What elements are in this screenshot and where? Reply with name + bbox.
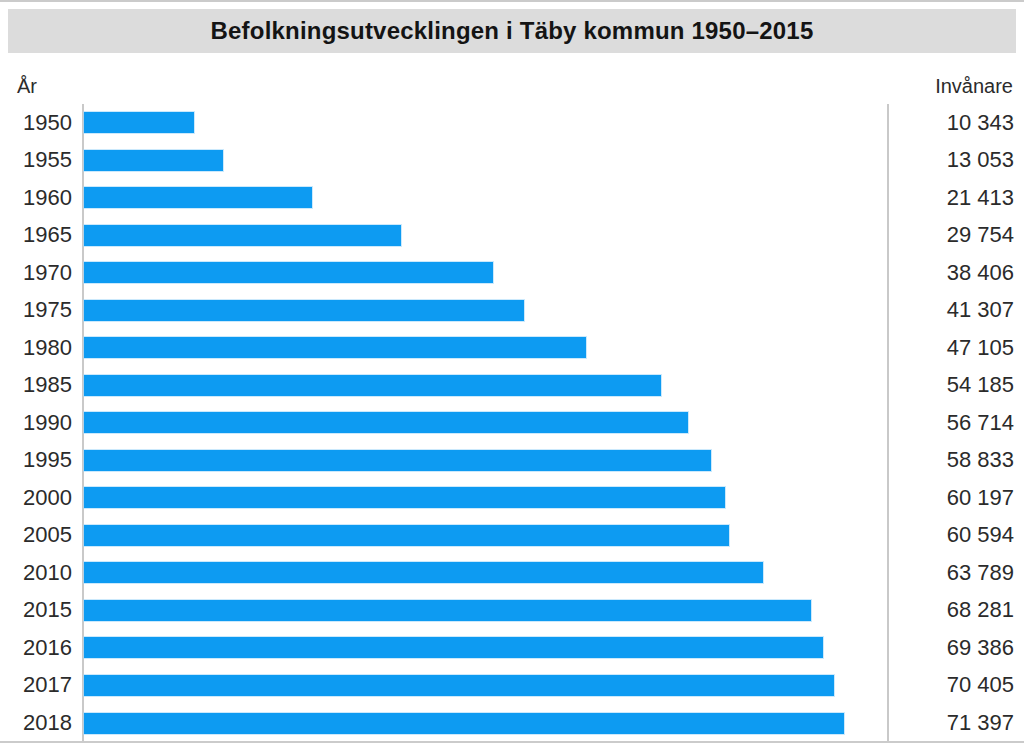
year-label: 2017 — [0, 672, 72, 698]
population-bar — [84, 637, 823, 658]
chart-title: Befolkningsutvecklingen i Täby kommun 19… — [211, 17, 814, 45]
value-label: 38 406 — [947, 260, 1014, 286]
value-label: 29 754 — [947, 222, 1014, 248]
population-bar — [84, 675, 834, 696]
year-label: 2005 — [0, 522, 72, 548]
chart-row: 1960 21 413 — [0, 179, 1024, 217]
year-label: 1960 — [0, 185, 72, 211]
chart-row: 2018 71 397 — [0, 704, 1024, 742]
year-label: 1985 — [0, 372, 72, 398]
value-label: 60 594 — [947, 522, 1014, 548]
year-label: 1980 — [0, 335, 72, 361]
value-label: 10 343 — [947, 110, 1014, 136]
population-bar — [84, 450, 711, 471]
population-bar — [84, 600, 811, 621]
chart-row: 1985 54 185 — [0, 367, 1024, 405]
population-bar — [84, 487, 725, 508]
value-label: 47 105 — [947, 335, 1014, 361]
year-label: 1965 — [0, 222, 72, 248]
chart-row: 1975 41 307 — [0, 292, 1024, 330]
chart-row: 1955 13 053 — [0, 142, 1024, 180]
population-bar — [84, 262, 493, 283]
year-label: 1995 — [0, 447, 72, 473]
population-bar — [84, 337, 586, 358]
axis-header-row: År Invånare — [0, 74, 1024, 100]
year-label: 2018 — [0, 710, 72, 736]
value-label: 56 714 — [947, 410, 1014, 436]
value-label: 13 053 — [947, 147, 1014, 173]
population-bar — [84, 300, 524, 321]
population-bar — [84, 562, 763, 583]
year-label: 2000 — [0, 485, 72, 511]
population-bar — [84, 375, 661, 396]
inhabitants-axis-label: Invånare — [935, 75, 1013, 98]
chart-row: 1980 47 105 — [0, 329, 1024, 367]
chart-row: 1990 56 714 — [0, 404, 1024, 442]
chart-row: 1995 58 833 — [0, 442, 1024, 480]
value-label: 60 197 — [947, 485, 1014, 511]
chart-row: 2005 60 594 — [0, 517, 1024, 555]
population-bar — [84, 112, 194, 133]
population-bar — [84, 150, 223, 171]
population-bar — [84, 713, 844, 734]
value-label: 71 397 — [947, 710, 1014, 736]
chart-title-bar: Befolkningsutvecklingen i Täby kommun 19… — [8, 9, 1016, 53]
year-label: 1970 — [0, 260, 72, 286]
value-label: 21 413 — [947, 185, 1014, 211]
bottom-border-line — [0, 741, 1024, 743]
value-label: 41 307 — [947, 297, 1014, 323]
year-label: 2010 — [0, 560, 72, 586]
chart-row: 1965 29 754 — [0, 217, 1024, 255]
chart-row: 1950 10 343 — [0, 104, 1024, 142]
population-bar — [84, 412, 688, 433]
value-label: 68 281 — [947, 597, 1014, 623]
year-label: 2016 — [0, 635, 72, 661]
chart-row: 1970 38 406 — [0, 254, 1024, 292]
population-bar — [84, 525, 729, 546]
value-label: 54 185 — [947, 372, 1014, 398]
year-label: 1975 — [0, 297, 72, 323]
year-label: 2015 — [0, 597, 72, 623]
value-label: 58 833 — [947, 447, 1014, 473]
bar-chart-area: 1950 10 343 1955 13 053 1960 21 413 1965… — [0, 104, 1024, 742]
value-label: 63 789 — [947, 560, 1014, 586]
year-label: 1955 — [0, 147, 72, 173]
year-label: 1950 — [0, 110, 72, 136]
chart-row: 2016 69 386 — [0, 629, 1024, 667]
chart-frame: Befolkningsutvecklingen i Täby kommun 19… — [0, 0, 1024, 750]
population-bar — [84, 187, 312, 208]
population-bar — [84, 225, 401, 246]
chart-row: 2015 68 281 — [0, 592, 1024, 630]
chart-row: 2000 60 197 — [0, 479, 1024, 517]
top-border-line — [0, 0, 1024, 2]
chart-row: 2017 70 405 — [0, 667, 1024, 705]
value-label: 69 386 — [947, 635, 1014, 661]
year-label: 1990 — [0, 410, 72, 436]
chart-row: 2010 63 789 — [0, 554, 1024, 592]
value-label: 70 405 — [947, 672, 1014, 698]
year-axis-label: År — [17, 75, 37, 98]
